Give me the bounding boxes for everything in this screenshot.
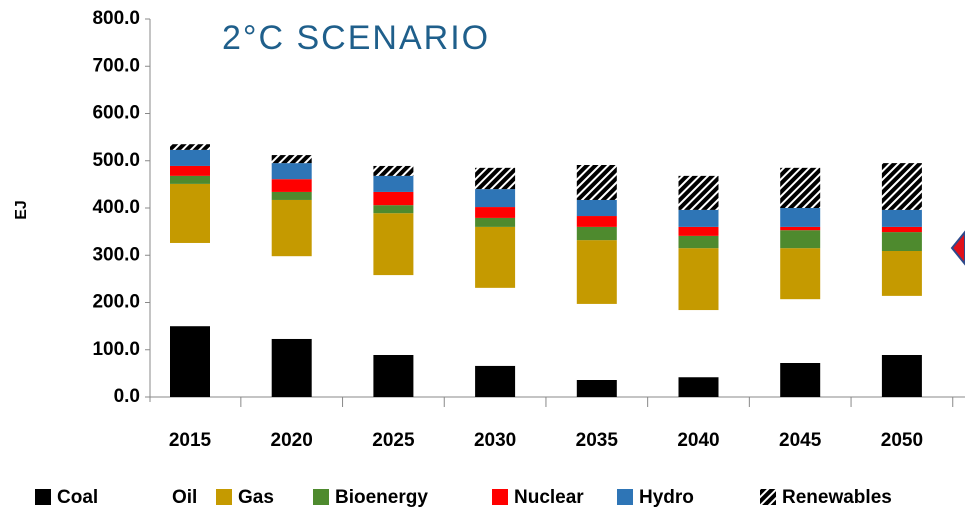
bar-segment (271, 338, 312, 397)
y-tick-label: 700.0 (92, 55, 140, 76)
bar-segment (271, 256, 312, 339)
y-tick-label: 600.0 (92, 103, 140, 124)
bar-segment (373, 175, 414, 192)
x-tick-label: 2035 (576, 430, 619, 451)
bar-segment (373, 213, 414, 276)
bar-segment (475, 287, 516, 366)
y-axis-label: EJ (13, 200, 30, 220)
x-tick-label: 2050 (881, 430, 923, 451)
bar-segment (475, 217, 516, 227)
bar-segment (475, 226, 516, 288)
legend-label: Nuclear (514, 487, 584, 508)
bar-segment (170, 242, 210, 327)
bar-segment (475, 207, 516, 218)
y-tick-label: 0.0 (114, 386, 140, 407)
bar-segment (780, 230, 821, 249)
bar-segment (576, 199, 617, 217)
bar-segment (576, 240, 617, 304)
y-tick-label: 300.0 (92, 244, 140, 265)
bar-segment (271, 155, 312, 164)
legend-swatch (492, 489, 508, 505)
bar-segment (373, 165, 414, 176)
bar-segment (170, 183, 210, 243)
bar-segment (373, 354, 414, 397)
y-tick-label: 400.0 (92, 197, 140, 218)
x-tick-label: 2020 (271, 430, 313, 451)
bar-segment (678, 226, 719, 236)
legend-label: Hydro (639, 487, 694, 508)
bar-segment (780, 208, 821, 227)
bar-segment (576, 216, 617, 227)
bar-segment (576, 226, 617, 241)
bar-segment (881, 209, 922, 227)
legend-swatch (617, 489, 633, 505)
bar-segment (271, 179, 312, 192)
legend-swatch (35, 489, 51, 505)
bar-segment (678, 235, 719, 249)
x-tick-label: 2025 (372, 430, 415, 451)
bar-segment (170, 149, 210, 166)
bar-segment (881, 232, 922, 251)
legend-swatch (313, 489, 329, 505)
y-tick-label: 500.0 (92, 150, 140, 171)
bar-segment (373, 275, 414, 355)
bar-segment (780, 167, 821, 208)
y-tick-label: 100.0 (92, 339, 140, 360)
bar-segment (271, 191, 312, 200)
bar-segment (475, 167, 516, 190)
bar-segment (678, 310, 719, 378)
legend-swatch (150, 489, 166, 505)
bar-segment (881, 354, 922, 397)
legend-label: Renewables (782, 487, 892, 508)
legend-label: Oil (172, 487, 197, 508)
bar-segment (881, 163, 922, 210)
legend-label: Coal (57, 487, 98, 508)
bar-segment (576, 379, 617, 397)
bar-segment (881, 250, 922, 296)
bar-segment (780, 362, 821, 397)
y-tick-label: 200.0 (92, 292, 140, 313)
bar-segment (170, 175, 210, 184)
bar-segment (678, 377, 719, 397)
bar-segment (881, 226, 922, 233)
bar-segment (271, 199, 312, 257)
legend-label: Gas (238, 487, 274, 508)
bar-segment (678, 175, 719, 210)
bar-segment (678, 209, 719, 227)
bar-segment (373, 205, 414, 214)
bar-segment (780, 226, 821, 231)
bar-segment (780, 248, 821, 300)
x-tick-label: 2040 (677, 430, 719, 451)
bar-segment (475, 365, 516, 397)
bar-segment (576, 303, 617, 380)
decoration (950, 230, 965, 266)
bar-segment (170, 165, 210, 176)
bar-segment (576, 165, 617, 200)
legend-label: Bioenergy (335, 487, 428, 508)
x-tick-label: 2045 (779, 430, 822, 451)
bar-segment (780, 299, 821, 363)
x-tick-label: 2030 (474, 430, 516, 451)
bar-segment (678, 248, 719, 311)
bar-segment (373, 191, 414, 206)
chart-title: 2°C SCENARIO (222, 19, 490, 57)
bar-segment (170, 326, 210, 397)
bar-segment (881, 295, 922, 355)
bar-segment (475, 189, 516, 208)
bar-segment (271, 163, 312, 180)
bar-segment (170, 144, 210, 150)
legend-swatch (760, 489, 776, 505)
legend-swatch (216, 489, 232, 505)
y-tick-label: 800.0 (92, 8, 140, 29)
x-tick-label: 2015 (169, 430, 212, 451)
